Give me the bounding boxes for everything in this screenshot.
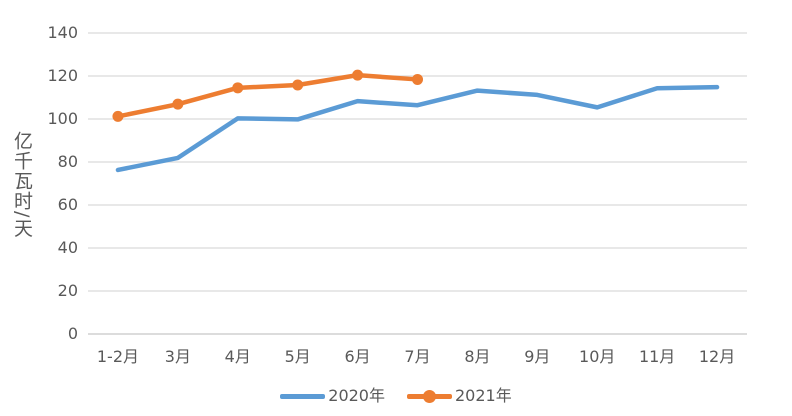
legend-item-2021年: 2021年 bbox=[407, 388, 512, 404]
legend-line-swatch bbox=[407, 389, 452, 403]
y-tick-label: 60 bbox=[57, 195, 78, 214]
x-tick-label: 1-2月 bbox=[96, 347, 140, 366]
series-marker-2021年 bbox=[172, 98, 184, 110]
legend-marker-dot bbox=[423, 389, 436, 403]
x-tick-label: 3月 bbox=[164, 347, 191, 366]
series-marker-2021年 bbox=[112, 110, 124, 122]
series-marker-2021年 bbox=[412, 73, 423, 85]
x-tick-label: 11月 bbox=[638, 347, 676, 366]
x-tick-label: 4月 bbox=[224, 347, 251, 366]
x-tick-label: 5月 bbox=[284, 347, 311, 366]
series-line-2020年 bbox=[115, 84, 720, 173]
x-tick-label: 6月 bbox=[344, 347, 371, 366]
x-tick-label: 12月 bbox=[698, 347, 736, 366]
y-tick-label: 20 bbox=[57, 281, 78, 300]
y-tick-label: 140 bbox=[47, 23, 78, 42]
y-tick-label: 0 bbox=[67, 324, 78, 343]
y-tick-label: 40 bbox=[57, 238, 78, 257]
legend: 2020年 2021年 bbox=[0, 388, 792, 404]
x-tick-label: 7月 bbox=[404, 347, 431, 366]
y-axis-title: 亿千瓦时/天 bbox=[11, 131, 33, 239]
legend-item-2020年: 2020年 bbox=[280, 388, 385, 404]
legend-label: 2020年 bbox=[328, 386, 385, 405]
series-line-2021年 bbox=[115, 72, 420, 119]
x-tick-label: 8月 bbox=[464, 347, 491, 366]
series-marker-2021年 bbox=[292, 79, 304, 91]
x-tick-label: 10月 bbox=[579, 347, 616, 366]
series-marker-2021年 bbox=[232, 82, 244, 94]
y-tick-label: 80 bbox=[57, 152, 78, 171]
y-tick-label: 120 bbox=[47, 66, 78, 85]
legend-line-swatch bbox=[280, 393, 326, 399]
y-tick-label: 100 bbox=[47, 109, 78, 128]
series-marker-2021年 bbox=[352, 69, 364, 81]
legend-label: 2021年 bbox=[455, 386, 512, 405]
x-tick-label: 9月 bbox=[524, 347, 551, 366]
